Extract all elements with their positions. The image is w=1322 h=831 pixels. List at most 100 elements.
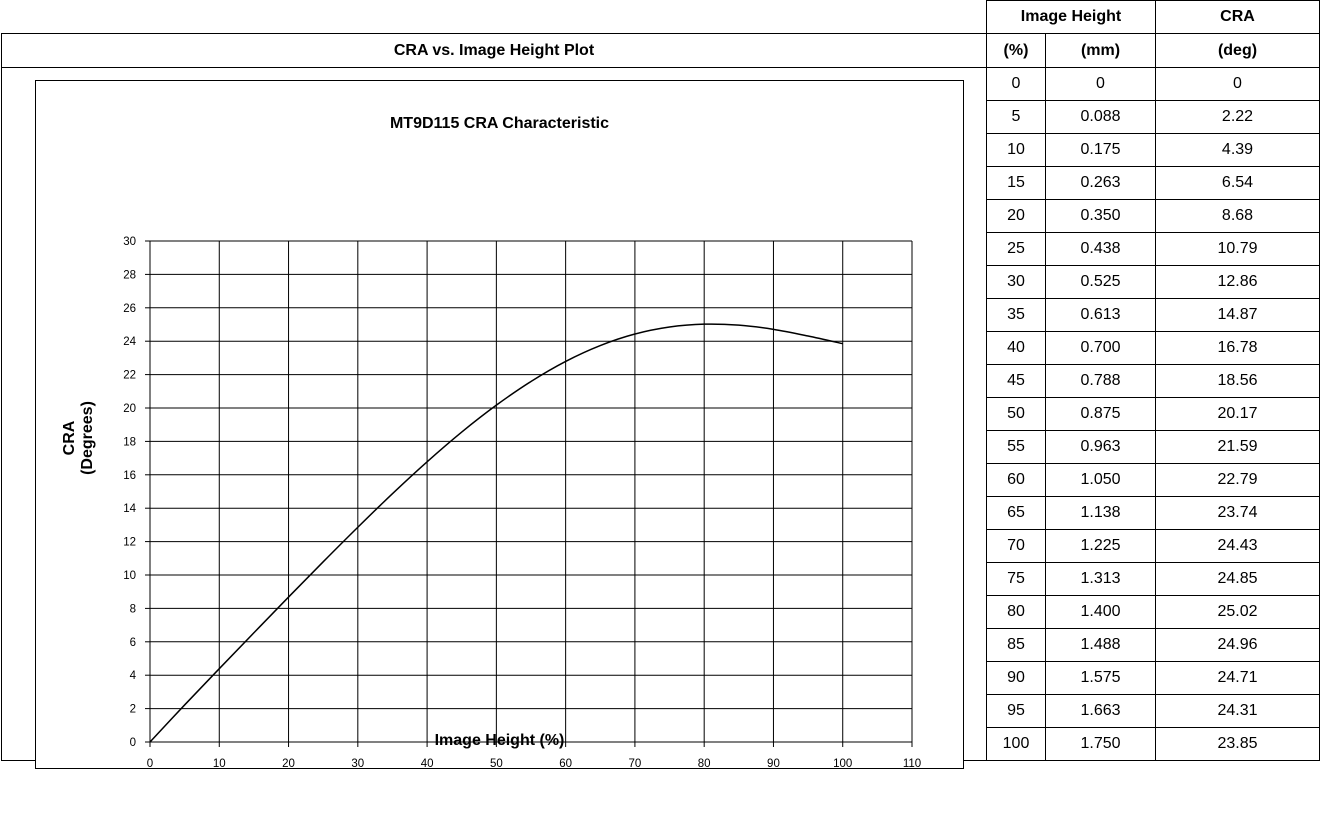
cell-percent: 20	[986, 199, 1046, 233]
cell-mm: 0	[1045, 67, 1156, 101]
cell-mm: 0.700	[1045, 331, 1156, 365]
cell-deg: 14.87	[1155, 298, 1320, 332]
cell-deg: 21.59	[1155, 430, 1320, 464]
y-tick-label: 30	[123, 236, 136, 248]
cell-deg: 6.54	[1155, 166, 1320, 200]
y-tick-label: 22	[123, 370, 136, 382]
y-tick-label: 28	[123, 269, 136, 281]
x-tick-label: 90	[767, 758, 780, 768]
cell-deg: 24.85	[1155, 562, 1320, 596]
cell-deg: 22.79	[1155, 463, 1320, 497]
cell-percent: 90	[986, 661, 1046, 695]
x-tick-label: 100	[833, 758, 852, 768]
cell-percent: 50	[986, 397, 1046, 431]
y-tick-label: 6	[130, 637, 136, 649]
chart-title: MT9D115 CRA Characteristic	[389, 115, 610, 132]
cra-series-line	[149, 323, 843, 743]
x-tick-label: 110	[903, 758, 921, 768]
cell-deg: 8.68	[1155, 199, 1320, 233]
cell-mm: 0.350	[1045, 199, 1156, 233]
cell-mm: 1.400	[1045, 595, 1156, 629]
y-tick-label: 24	[123, 336, 136, 348]
table-row: 55 0.963 21.59	[2, 430, 1320, 464]
cell-mm: 0.788	[1045, 364, 1156, 398]
y-tick-label: 8	[130, 603, 136, 615]
table-row: 80 1.400 25.02	[2, 595, 1320, 629]
cell-mm: 0.175	[1045, 133, 1156, 167]
x-tick-label: 50	[490, 758, 503, 768]
cell-mm: 0.875	[1045, 397, 1156, 431]
deg-unit-header: (deg)	[1155, 33, 1320, 68]
cell-deg: 24.31	[1155, 694, 1320, 728]
x-tick-label: 30	[351, 758, 364, 768]
cell-percent: 0	[986, 67, 1046, 101]
cell-mm: 0.088	[1045, 100, 1156, 134]
blank-header-cell	[1, 0, 987, 34]
cell-deg: 10.79	[1155, 232, 1320, 266]
data-sheet: Image Height CRA CRA vs. Image Height Pl…	[1, 0, 1320, 769]
y-tick-label: 26	[123, 303, 136, 315]
cell-percent: 75	[986, 562, 1046, 596]
y-tick-label: 10	[123, 570, 136, 582]
cell-mm: 1.488	[1045, 628, 1156, 662]
cell-percent: 35	[986, 298, 1046, 332]
cell-deg: 25.02	[1155, 595, 1320, 629]
cell-mm: 0.525	[1045, 265, 1156, 299]
table-row: 45 0.788 18.56	[2, 364, 1320, 398]
cell-deg: 23.85	[1155, 727, 1320, 761]
chart-frame: MT9D115 CRA Characteristic 0 2 4 6 8 10 12 14 16…	[35, 80, 964, 769]
cell-mm: 1.050	[1045, 463, 1156, 497]
table-row: MT9D115 CRA Characteristic 0 2 4 6 8 10 12 14 16…	[1, 67, 1320, 769]
x-tick-label: 70	[629, 758, 642, 768]
cell-percent: 30	[986, 265, 1046, 299]
table-row: 5 0.088 2.22	[2, 100, 1320, 134]
cell-deg: 4.39	[1155, 133, 1320, 167]
cell-percent: 25	[986, 232, 1046, 266]
table-row: 95 1.663 24.31	[2, 694, 1320, 728]
cell-deg: 24.71	[1155, 661, 1320, 695]
table-row: 100 1.750 23.85	[2, 727, 1320, 761]
x-tick-label: 40	[421, 758, 434, 768]
cell-deg: 23.74	[1155, 496, 1320, 530]
cell-deg: 16.78	[1155, 331, 1320, 365]
cell-percent: 85	[986, 628, 1046, 662]
y-tick-label: 0	[130, 737, 136, 749]
cra-header: CRA	[1155, 0, 1320, 34]
y-tick-label: 2	[130, 704, 136, 716]
x-tick-label: 20	[282, 758, 295, 768]
cell-deg: 18.56	[1155, 364, 1320, 398]
cell-percent: 15	[986, 166, 1046, 200]
cell-percent: 60	[986, 463, 1046, 497]
x-tick-label: 0	[147, 758, 153, 768]
cell-mm: 1.663	[1045, 694, 1156, 728]
percent-unit-header: (%)	[986, 33, 1046, 68]
y-tick-label: 4	[130, 670, 137, 682]
image-height-header: Image Height	[986, 0, 1156, 34]
cell-deg: 20.17	[1155, 397, 1320, 431]
mm-unit-header: (mm)	[1045, 33, 1156, 68]
table-row: 90 1.575 24.71	[2, 661, 1320, 695]
cell-mm: 0.263	[1045, 166, 1156, 200]
cell-percent: 40	[986, 331, 1046, 365]
cell-percent: 95	[986, 694, 1046, 728]
y-tick-label: 14	[123, 503, 136, 515]
table-row: 25 0.438 10.79	[2, 232, 1320, 266]
x-tick-label: 80	[698, 758, 711, 768]
x-tick-label: 10	[213, 758, 226, 768]
table-row: 65 1.138 23.74	[2, 496, 1320, 530]
cell-percent: 65	[986, 496, 1046, 530]
y-tick-label: 18	[123, 436, 136, 448]
y-axis-title: CRA (Degrees)	[61, 401, 96, 475]
table-row: 15 0.263 6.54	[2, 166, 1320, 200]
table-row: 40 0.700 16.78	[2, 331, 1320, 365]
cell-percent: 45	[986, 364, 1046, 398]
cell-deg: 24.96	[1155, 628, 1320, 662]
cell-percent: 100	[986, 727, 1046, 761]
cell-percent: 10	[986, 133, 1046, 167]
cell-mm: 1.750	[1045, 727, 1156, 761]
y-tick-label: 20	[123, 403, 136, 415]
cell-mm: 0.438	[1045, 232, 1156, 266]
cell-mm: 1.313	[1045, 562, 1156, 596]
table-row: 20 0.350 8.68	[2, 199, 1320, 233]
cell-deg: 24.43	[1155, 529, 1320, 563]
